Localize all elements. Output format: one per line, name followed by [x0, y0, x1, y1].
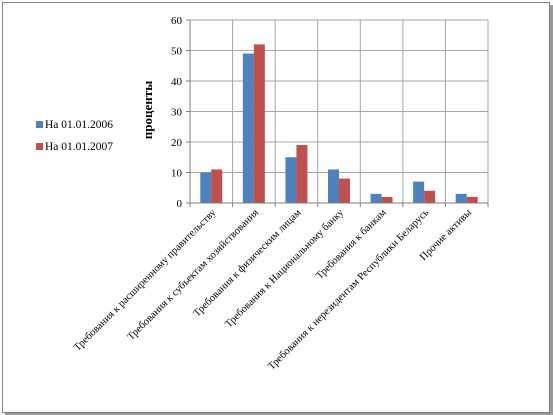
- bar: [413, 181, 425, 203]
- bar: [370, 193, 382, 203]
- y-tick-label: 0: [177, 198, 183, 210]
- legend-swatch: [36, 121, 43, 128]
- y-tick-label: 20: [171, 137, 183, 149]
- y-tick-label: 40: [171, 76, 183, 88]
- y-tick-label: 60: [171, 15, 183, 27]
- axes: [189, 20, 489, 207]
- x-axis-categories: Требования к расширенному правительству Т…: [72, 207, 474, 373]
- legend: На 01.01.2006 На 01.01.2007: [36, 119, 113, 153]
- bar: [455, 193, 467, 203]
- bar: [200, 172, 212, 203]
- bar: [381, 196, 393, 203]
- legend-label: На 01.01.2006: [45, 119, 113, 131]
- bar: [328, 169, 339, 203]
- x-category-label: Требования к расширенному правительству: [72, 207, 219, 354]
- gridlines: [190, 19, 489, 203]
- x-category-label: Требования к нерезидентам Республики Бел…: [266, 207, 431, 372]
- bar: [424, 190, 436, 203]
- legend-label: На 01.01.2007: [45, 141, 113, 153]
- bars: [200, 44, 478, 204]
- bar: [339, 178, 350, 203]
- bar: [242, 53, 254, 203]
- x-category-label: Требования к банкам: [314, 207, 389, 282]
- legend-swatch: [36, 143, 43, 150]
- y-tick-label: 30: [171, 107, 183, 119]
- y-axis-label: проценты: [140, 81, 155, 140]
- y-axis-ticks: 0 10 20 30 40 50 60: [171, 15, 190, 210]
- bar: [466, 196, 478, 203]
- bar: [211, 169, 223, 203]
- y-tick-label: 50: [171, 46, 183, 58]
- bar: [253, 44, 265, 204]
- y-tick-label: 10: [171, 168, 183, 180]
- bar: [285, 157, 297, 203]
- bar: [296, 145, 308, 203]
